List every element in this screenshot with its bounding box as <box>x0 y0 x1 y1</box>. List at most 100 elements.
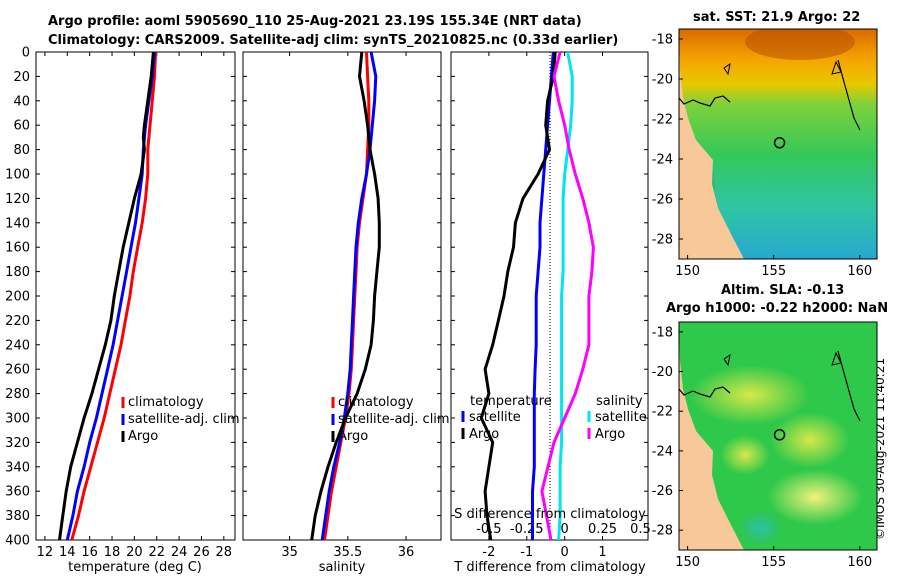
depth-tick-label: 380 <box>5 509 30 524</box>
sla-map: 150 155 160 -18 -20 -22 -24 -26 -28 <box>652 321 878 570</box>
s-diff-tick-label: 0.25 <box>588 522 617 537</box>
depth-tick-label: 140 <box>5 216 30 231</box>
x-tick-label: 26 <box>193 545 210 560</box>
sla-anomaly-high-1 <box>690 365 810 425</box>
depth-tick-label: 400 <box>5 534 30 549</box>
sst-map-ticks: 150 155 160 -18 -20 -22 -24 -26 -28 <box>652 33 872 280</box>
depth-tick-label: 340 <box>5 460 30 475</box>
s-diff-tick-label: 0.5 <box>630 522 651 537</box>
map-y-tick-label: -18 <box>652 33 673 48</box>
map-y-tick-label: -20 <box>652 365 673 380</box>
depth-tick-label: 300 <box>5 412 30 427</box>
reef-contour <box>837 59 861 131</box>
x-tick-label: 28 <box>216 545 233 560</box>
sla-map-title-line1: Altim. SLA: -0.13 <box>721 283 845 298</box>
s-difference-xlabel: S difference from climatology <box>454 507 646 522</box>
reef-contour <box>837 350 861 422</box>
island-contours <box>723 60 842 76</box>
depth-tick-label: 180 <box>5 265 30 280</box>
map-y-tick-label: -20 <box>652 73 673 88</box>
x-tick-label: 1 <box>598 545 606 560</box>
legend-label-s-satellite: satellite <box>595 410 647 425</box>
difference-series <box>479 51 595 541</box>
map-x-tick-label: 160 <box>847 555 872 570</box>
depth-tick-label: 240 <box>5 338 30 353</box>
warm-patch <box>745 29 855 60</box>
sla-anomaly-high-4 <box>720 435 770 475</box>
salinity-legend: climatology satellite-adj. clim Argo <box>331 395 450 444</box>
temperature-legend: climatology satellite-adj. clim Argo <box>121 395 240 444</box>
sst-map: 150 155 160 -18 -20 -22 -24 -26 -28 <box>652 28 878 280</box>
map-x-tick-label: 150 <box>675 264 700 279</box>
salinity-x-ticks: 35 35.5 36 <box>281 52 414 560</box>
map-y-tick-label: -26 <box>652 193 673 208</box>
temperature-xlabel: temperature (deg C) <box>68 560 202 575</box>
legend-label-argo: Argo <box>128 429 158 444</box>
map-y-tick-label: -24 <box>652 153 673 168</box>
depth-tick-label: 160 <box>5 241 30 256</box>
x-tick-label: 35.5 <box>333 545 362 560</box>
depth-tick-label: 0 <box>22 46 30 61</box>
legend-label-t-argo: Argo <box>469 427 499 442</box>
salinity-panel: 35 35.5 36 salinity climatology satellite-… <box>242 51 450 575</box>
map-x-tick-label: 150 <box>675 555 700 570</box>
salinity-depth-ticks <box>243 51 441 541</box>
difference-depth-ticks <box>451 51 648 541</box>
series-argo <box>58 51 155 541</box>
depth-tick-label: 360 <box>5 485 30 500</box>
depth-tick-label: 320 <box>5 436 30 451</box>
depth-tick-label: 40 <box>13 94 30 109</box>
land-contour <box>679 386 731 398</box>
x-tick-label: 22 <box>148 545 165 560</box>
s-diff-tick-label: -0.25 <box>510 522 544 537</box>
x-tick-label: 20 <box>126 545 143 560</box>
salinity-series <box>310 51 381 541</box>
difference-panel: -2 -1 0 1 -0.5 -0.25 0 0.25 0.5 T difference fr… <box>450 51 651 575</box>
t-difference-xlabel: T difference from climatology <box>453 560 646 575</box>
temperature-depth-ticks: 0 20 40 60 80 100 120 140 160 180 200 220 240 260 280 3… <box>5 46 235 549</box>
legend-group-salinity: salinity <box>596 394 643 409</box>
map-x-tick-label: 155 <box>761 555 786 570</box>
depth-tick-label: 80 <box>13 143 30 158</box>
legend-label-argo: Argo <box>338 429 368 444</box>
depth-tick-label: 280 <box>5 387 30 402</box>
sla-anomaly-high-3 <box>767 469 863 525</box>
depth-tick-label: 260 <box>5 363 30 378</box>
series-satellite-adj-clim <box>320 51 378 541</box>
sla-map-title-line2: Argo h1000: -0.22 h2000: NaN <box>666 301 889 316</box>
australia-landmass <box>679 29 744 259</box>
series-argo <box>310 51 381 541</box>
x-tick-label: 18 <box>104 545 121 560</box>
legend-label-climatology: climatology <box>338 395 414 410</box>
legend-label-satellite: satellite-adj. clim <box>338 412 450 427</box>
series-salinity-satellite <box>557 51 574 541</box>
figure-title-line2: Climatology: CARS2009. Satellite-adj cli… <box>48 33 619 48</box>
map-y-tick-label: -28 <box>652 233 673 248</box>
legend-label-s-argo: Argo <box>595 427 625 442</box>
x-tick-label: 16 <box>81 545 98 560</box>
temperature-axes-box <box>35 51 236 541</box>
temperature-x-ticks: 12 14 16 18 20 22 24 26 28 <box>37 52 232 560</box>
map-x-tick-label: 160 <box>847 264 872 279</box>
temperature-series <box>58 51 158 541</box>
x-tick-label: 14 <box>59 545 76 560</box>
x-tick-label: 36 <box>398 545 415 560</box>
x-tick-label: -2 <box>482 545 495 560</box>
map-y-tick-label: -22 <box>652 113 673 128</box>
map-y-tick-label: -28 <box>652 524 673 539</box>
x-tick-label: 0 <box>561 545 569 560</box>
sst-map-frame <box>678 28 878 260</box>
depth-tick-label: 60 <box>13 119 30 134</box>
sst-argo-position-marker <box>773 137 786 149</box>
sst-map-title: sat. SST: 21.9 Argo: 22 <box>693 10 861 25</box>
depth-tick-label: 120 <box>5 192 30 207</box>
map-x-tick-label: 155 <box>761 264 786 279</box>
series-temperature-argo <box>479 51 557 541</box>
sla-map-frame <box>678 321 878 551</box>
sla-map-ticks: 150 155 160 -18 -20 -22 -24 -26 -28 <box>652 325 872 570</box>
map-y-tick-label: -24 <box>652 444 673 459</box>
australia-landmass <box>679 322 744 550</box>
difference-legend: temperature salinity satellite Argo sate… <box>461 394 647 442</box>
land-contour <box>679 95 731 107</box>
